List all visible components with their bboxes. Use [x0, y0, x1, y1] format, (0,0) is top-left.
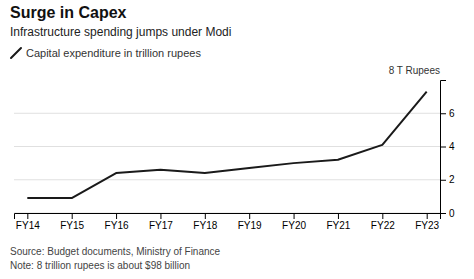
x-tick-label: FY22 [371, 220, 395, 231]
chart: Surge in Capex Infrastructure spending ju… [0, 0, 474, 279]
x-tick: FY19 [238, 213, 262, 231]
x-tick: FY21 [326, 213, 350, 231]
x-axis-line [15, 214, 441, 220]
annotation: Source: Budget documents, Ministry of Fi… [10, 246, 221, 257]
x-tick: FY14 [16, 213, 40, 231]
grid [14, 113, 440, 213]
x-tick-label: FY19 [238, 220, 262, 231]
legend: Capital expenditure in trillion rupees [11, 47, 201, 59]
title: Surge in Capex [10, 4, 127, 21]
line [27, 92, 426, 198]
x-tick-mark [160, 213, 161, 219]
x-tick-label: FY17 [149, 220, 173, 231]
x-tick-label: FY18 [193, 220, 217, 231]
legend-item: Capital expenditure in trillion rupees [11, 47, 201, 59]
y-tick-mark [440, 113, 446, 114]
plot: 0 2 4 6 FY14 FY15 FY16 FY17 FY18 FY19 FY20 FY21 FY22… [14, 81, 455, 232]
y-tick-label: 0 [449, 208, 455, 219]
x-tick: FY23 [415, 213, 439, 231]
x-tick-label: FY21 [326, 220, 350, 231]
x-tick-mark [294, 213, 295, 219]
x-tick-label: FY16 [105, 220, 129, 231]
legend-label: Capital expenditure in trillion rupees [26, 47, 201, 59]
grid-line [14, 179, 440, 180]
y-tick: 0 [440, 208, 455, 219]
x-tick-mark [427, 213, 428, 219]
x-tick-mark [338, 213, 339, 219]
y-axis-label: 8 T Rupees [389, 65, 440, 76]
lines [27, 92, 426, 198]
y-tick-mark [440, 147, 446, 148]
x-tick: FY17 [149, 213, 173, 231]
x-tick: FY20 [282, 213, 306, 231]
x-axis: FY14 FY15 FY16 FY17 FY18 FY19 FY20 FY21 FY22 FY23 [15, 213, 441, 231]
x-tick-mark [205, 213, 206, 219]
x-tick-label: FY20 [282, 220, 306, 231]
x-tick: FY15 [60, 213, 84, 231]
grid-line [14, 113, 440, 114]
x-tick-mark [116, 213, 117, 219]
y-tick: 4 [440, 141, 455, 152]
annotation: Note: 8 trillion rupees is about $98 bil… [10, 260, 190, 271]
x-tick: FY22 [371, 213, 395, 231]
subtitle: Infrastructure spending jumps under Modi [10, 25, 231, 39]
y-tick-label: 6 [449, 108, 455, 119]
y-axis-line [441, 81, 447, 214]
x-tick-label: FY23 [415, 220, 439, 231]
x-tick-mark [72, 213, 73, 219]
y-tick-label: 2 [449, 174, 455, 185]
x-tick-mark [27, 213, 28, 219]
y-axis: 0 2 4 6 [440, 81, 455, 219]
y-tick: 2 [440, 174, 455, 185]
x-tick: FY16 [105, 213, 129, 231]
y-tick-mark [440, 180, 446, 181]
x-tick: FY18 [193, 213, 217, 231]
x-tick-label: FY14 [16, 220, 40, 231]
y-tick: 6 [440, 108, 455, 119]
y-tick-label: 4 [449, 141, 455, 152]
legend-swatch [11, 48, 21, 58]
x-tick-mark [249, 213, 250, 219]
x-tick-mark [382, 213, 383, 219]
x-tick-label: FY15 [60, 220, 84, 231]
